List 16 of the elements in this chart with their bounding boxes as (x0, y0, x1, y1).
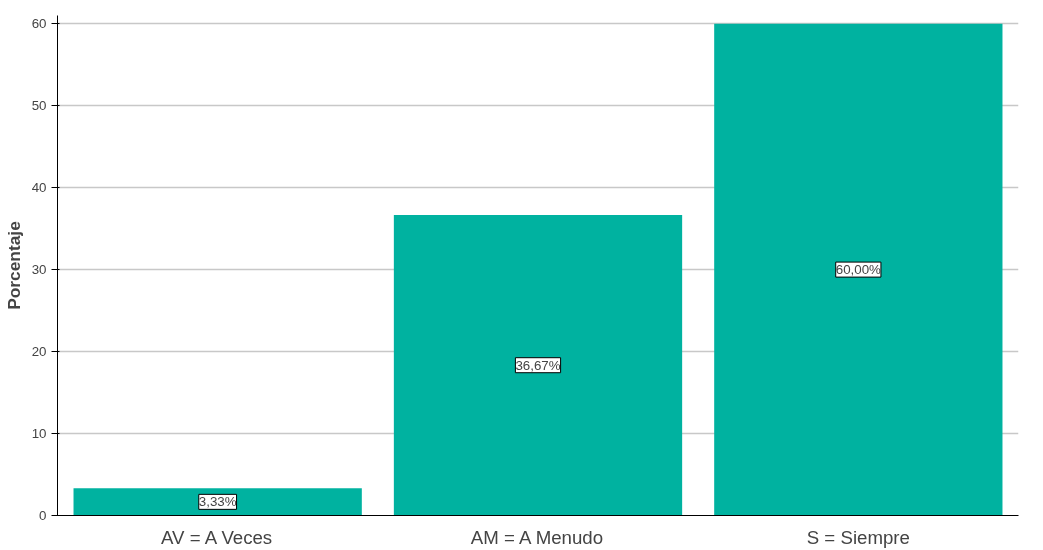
y-tick-label: 40 (31, 180, 47, 196)
bar (73, 488, 362, 516)
x-tick-label: AM = A Menudo (470, 526, 604, 548)
y-tick-label: 60 (31, 16, 47, 32)
y-tick-label: 0 (39, 508, 47, 523)
y-tick-label: 50 (31, 98, 47, 114)
y-tick-label: 30 (31, 262, 47, 278)
bar (714, 23, 1003, 516)
y-tick-label: 20 (31, 344, 47, 360)
data-label: 36,67% (515, 357, 561, 373)
x-tick-label: S = Siempre (806, 526, 910, 548)
x-tick-label: AV = A Veces (161, 526, 273, 548)
data-label: 3,33% (198, 494, 237, 510)
y-axis-title: Porcentaje (3, 220, 24, 310)
y-tick-label: 10 (31, 426, 47, 442)
bar (393, 214, 683, 516)
